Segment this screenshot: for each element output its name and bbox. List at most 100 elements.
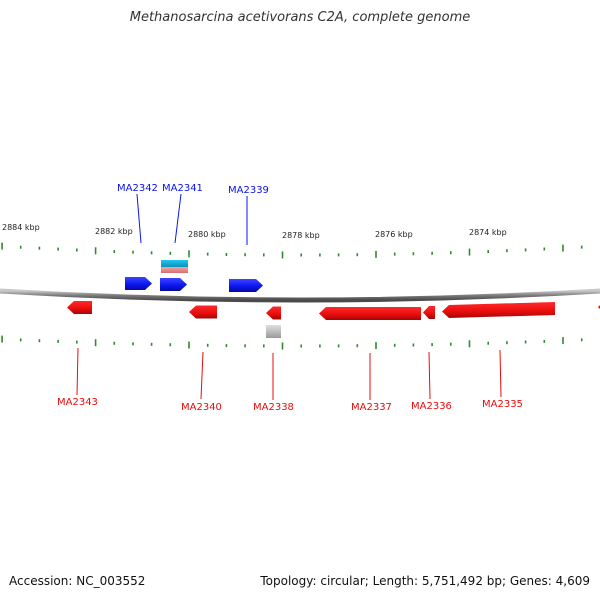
label-ma2342[interactable]: MA2342: [117, 183, 158, 194]
label-ma2341[interactable]: MA2341: [162, 183, 203, 194]
upper-tick-minor: [76, 248, 78, 252]
lower-tick-minor: [431, 343, 433, 347]
upper-tick-minor: [225, 253, 228, 256]
lower-tick-minor: [19, 338, 22, 342]
upper-tick-minor: [393, 252, 396, 256]
accession-text: Accession: NC_003552: [9, 574, 146, 588]
upper-tick-minor: [506, 249, 508, 253]
lower-tick-major: [562, 337, 564, 345]
reverse-gene-ma2337[interactable]: [319, 307, 421, 320]
lower-tick-major: [188, 341, 190, 349]
lower-tick-major: [468, 340, 471, 348]
lower-tick-major: [94, 339, 97, 347]
lower-tick-minor: [524, 340, 527, 344]
upper-tick-minor: [356, 253, 359, 257]
upper-tick-minor: [150, 251, 153, 255]
genome-backbone: [0, 288, 600, 303]
lower-tick-minor: [580, 338, 583, 342]
upper-tick-minor: [19, 245, 22, 249]
genome-summary-text: Topology: circular; Length: 5,751,492 bp…: [260, 574, 590, 588]
upper-tick-major: [375, 250, 377, 258]
lower-tick-minor: [206, 343, 209, 347]
upper-tick-minor: [524, 248, 527, 252]
map-title: Methanosarcina acetivorans C2A, complete…: [129, 10, 471, 25]
label-ma2336[interactable]: MA2336: [411, 401, 452, 412]
forward-gene-ma2342[interactable]: [125, 277, 152, 290]
cyan-feature[interactable]: [161, 260, 188, 267]
axis-label-2876: 2876 kbp: [375, 230, 413, 239]
gray-feature[interactable]: [266, 325, 281, 338]
axis-label-2882: 2882 kbp: [95, 227, 133, 236]
label-ma2339[interactable]: MA2339: [228, 185, 269, 196]
reverse-strand-genes: [67, 301, 600, 338]
upper-tick-row: [1, 242, 583, 259]
forward-gene-ma2339[interactable]: [229, 279, 263, 292]
reverse-leader-lines: [76, 347, 502, 400]
reverse-gene-ma2338[interactable]: [266, 306, 281, 320]
upper-tick-minor: [580, 245, 583, 249]
reverse-gene-ma2343[interactable]: [67, 301, 92, 314]
upper-tick-minor: [113, 250, 116, 253]
leader-ma2340: [200, 351, 204, 400]
axis-label-2884: 2884 kbp: [2, 223, 40, 232]
lower-tick-minor: [169, 343, 172, 347]
upper-tick-major: [1, 242, 3, 250]
upper-tick-minor: [206, 252, 209, 256]
leader-ma2341: [174, 193, 182, 244]
lower-tick-minor: [337, 344, 340, 348]
pink-feature[interactable]: [161, 267, 188, 273]
label-ma2338[interactable]: MA2338: [253, 402, 294, 413]
lower-tick-minor: [300, 344, 302, 348]
lower-tick-minor: [450, 342, 452, 346]
lower-tick-minor: [132, 342, 134, 346]
lower-tick-minor: [412, 343, 415, 347]
axis-label-2880: 2880 kbp: [188, 230, 226, 239]
label-ma2343[interactable]: MA2343: [57, 397, 98, 408]
forward-strand-genes: [125, 260, 263, 292]
lower-tick-major: [281, 342, 284, 350]
reverse-labels: MA2343 MA2340 MA2338 MA2337 MA2336 MA233…: [57, 397, 523, 413]
upper-tick-minor: [412, 252, 415, 256]
lower-tick-minor: [506, 341, 508, 345]
reverse-gene-ma2335[interactable]: [442, 302, 555, 318]
lower-tick-minor: [57, 339, 59, 343]
reverse-gene-ma2336[interactable]: [423, 306, 435, 319]
upper-tick-minor: [132, 250, 134, 254]
lower-tick-minor: [487, 341, 489, 345]
lower-tick-minor: [76, 340, 78, 344]
forward-leader-lines: [136, 193, 248, 245]
label-ma2335[interactable]: MA2335: [482, 399, 523, 410]
upper-tick-minor: [319, 253, 321, 257]
lower-tick-minor: [543, 339, 546, 343]
upper-tick-major: [281, 251, 284, 259]
lower-tick-major: [375, 342, 377, 350]
upper-tick-minor: [450, 251, 452, 255]
upper-tick-major: [562, 244, 564, 252]
label-ma2340[interactable]: MA2340: [181, 402, 222, 413]
lower-tick-minor: [225, 344, 228, 348]
upper-tick-minor: [57, 247, 59, 251]
reverse-gene-ma2340[interactable]: [189, 305, 217, 319]
upper-tick-major: [468, 248, 471, 256]
upper-tick-minor: [263, 253, 265, 257]
upper-tick-minor: [543, 247, 546, 251]
upper-tick-minor: [337, 253, 340, 257]
upper-tick-minor: [244, 253, 246, 257]
leader-ma2336: [428, 351, 431, 400]
lower-tick-minor: [113, 341, 116, 345]
lower-tick-major: [1, 335, 3, 343]
lower-tick-minor: [319, 344, 321, 348]
upper-tick-minor: [38, 246, 41, 250]
axis-label-2878: 2878 kbp: [282, 231, 320, 240]
lower-tick-minor: [38, 339, 41, 343]
lower-tick-minor: [150, 342, 153, 346]
upper-tick-minor: [487, 250, 489, 253]
axis-labels: 2884 kbp 2882 kbp 2880 kbp 2878 kbp 2876…: [2, 223, 507, 240]
leader-ma2335: [499, 349, 502, 398]
lower-tick-minor: [356, 344, 359, 348]
upper-tick-minor: [431, 251, 433, 255]
forward-gene-ma2341[interactable]: [160, 278, 187, 291]
label-ma2337[interactable]: MA2337: [351, 402, 392, 413]
lower-tick-minor: [244, 344, 246, 348]
